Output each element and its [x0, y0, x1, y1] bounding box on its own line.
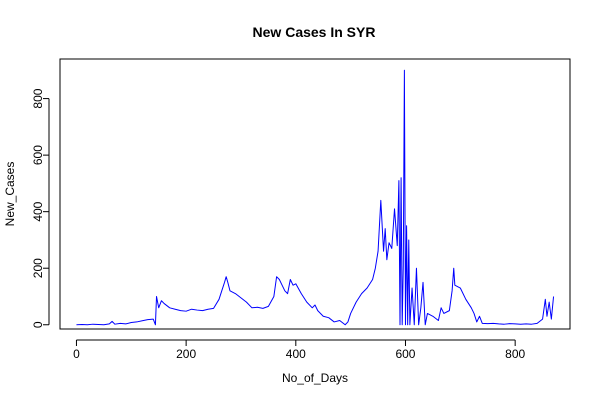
y-tick-label: 800: [31, 88, 45, 108]
series-line: [76, 69, 555, 326]
x-tick-label: 600: [395, 347, 415, 361]
y-axis: 0 200 400 600 800: [31, 88, 50, 328]
x-axis: 0 200 400 600 800: [73, 339, 525, 361]
chart-title: New Cases In SYR: [253, 24, 376, 40]
x-tick-label: 200: [176, 347, 196, 361]
x-axis-label: No_of_Days: [282, 371, 348, 385]
y-tick-label: 200: [31, 258, 45, 278]
x-tick-label: 400: [286, 347, 306, 361]
x-tick-label: 0: [73, 347, 80, 361]
y-tick-label: 400: [31, 201, 45, 221]
series-layer: [76, 69, 555, 326]
y-axis-label: New_Cases: [3, 162, 17, 227]
y-tick-label: 600: [31, 145, 45, 165]
x-tick-label: 800: [505, 347, 525, 361]
plot-frame: [59, 58, 571, 330]
y-tick-label: 0: [31, 321, 45, 328]
